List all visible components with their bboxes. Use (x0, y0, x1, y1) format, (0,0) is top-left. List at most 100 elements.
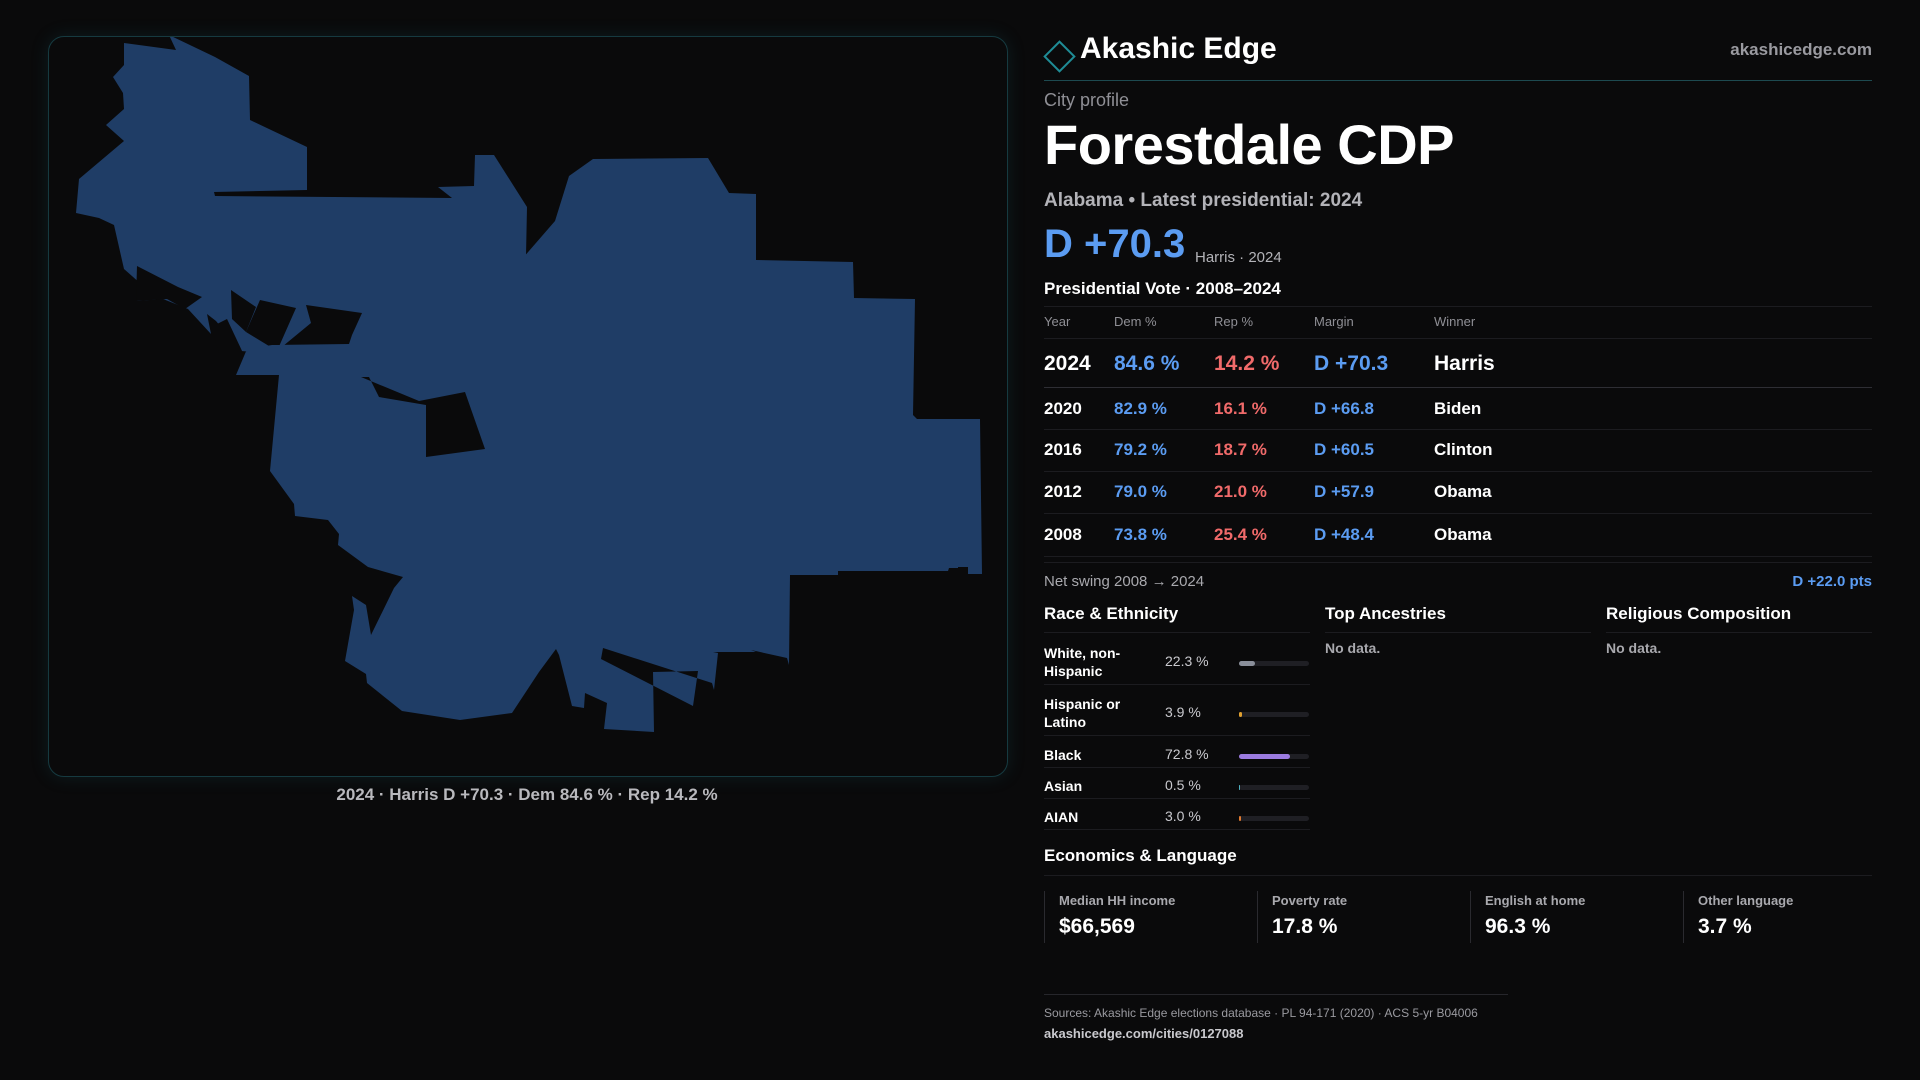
stat-poverty-rate: Poverty rate 17.8 % (1257, 891, 1456, 943)
row-margin: D +70.3 (1314, 352, 1389, 375)
net-swing-label: Net swing 2008 → 2024 (1044, 573, 1205, 590)
row-year: 2008 (1044, 525, 1082, 544)
row-winner: Obama (1434, 525, 1492, 544)
table-row: 2024 84.6 % 14.2 % D +70.3 Harris (1044, 339, 1872, 388)
stat-value: 17.8 % (1272, 915, 1338, 938)
economics-section-title: Economics & Language (1044, 846, 1237, 865)
latest-margin-note: Harris · 2024 (1195, 249, 1282, 266)
map-polygon-main (76, 37, 982, 732)
map-caption: 2024 · Harris D +70.3 · Dem 84.6 % · Rep… (336, 785, 718, 804)
divider (1044, 562, 1872, 563)
race-bar-track (1239, 712, 1309, 717)
table-row: 2020 82.9 % 16.1 % D +66.8 Biden (1044, 388, 1872, 430)
row-margin: D +66.8 (1314, 399, 1375, 418)
race-bar-fill (1239, 712, 1242, 717)
race-value: 3.0 % (1165, 808, 1201, 824)
religion-empty: No data. (1606, 640, 1662, 656)
row-dem: 84.6 % (1114, 352, 1180, 375)
divider (1606, 632, 1872, 633)
ancestries-empty: No data. (1325, 640, 1381, 656)
table-row: 2008 73.8 % 25.4 % D +48.4 Obama (1044, 514, 1872, 557)
row-margin: D +57.9 (1314, 482, 1375, 501)
latest-margin: D +70.3 (1044, 222, 1186, 266)
row-winner: Harris (1434, 352, 1495, 375)
race-bar-track (1239, 754, 1309, 759)
map-hole-1 (136, 266, 202, 309)
race-bar-track (1239, 661, 1309, 666)
vote-table: Year Dem % Rep % Margin Winner 2024 84.6… (1044, 306, 1872, 557)
race-value: 22.3 % (1165, 653, 1209, 669)
source-url-link[interactable]: akashicedge.com/cities/0127088 (1044, 1026, 1244, 1041)
city-profile-panel: Akashic Edge akashicedge.com City profil… (1043, 0, 1872, 1080)
divider (1325, 632, 1591, 633)
map-hole-3 (361, 377, 485, 457)
race-value: 72.8 % (1165, 746, 1209, 762)
row-winner: Obama (1434, 482, 1492, 501)
stat-label: Poverty rate (1272, 893, 1348, 908)
row-rep: 21.0 % (1214, 482, 1267, 501)
race-row: Asian 0.5 % (1044, 768, 1310, 799)
race-section-title: Race & Ethnicity (1044, 604, 1179, 623)
row-winner: Clinton (1434, 440, 1493, 459)
row-year: 2016 (1044, 440, 1082, 459)
stat-value: 3.7 % (1698, 915, 1752, 938)
row-rep: 25.4 % (1214, 525, 1267, 544)
row-rep: 14.2 % (1214, 352, 1280, 375)
race-label: AIAN (1044, 809, 1079, 825)
row-rep: 16.1 % (1214, 399, 1267, 418)
stat-median-income: Median HH income $66,569 (1044, 891, 1243, 943)
stat-value: 96.3 % (1485, 915, 1551, 938)
stat-value: $66,569 (1059, 915, 1135, 938)
race-bar-track (1239, 785, 1309, 790)
race-value: 0.5 % (1165, 777, 1201, 793)
row-year: 2012 (1044, 482, 1082, 501)
profile-subline: Alabama • Latest presidential: 2024 (1044, 190, 1363, 211)
city-boundary-shape (76, 37, 982, 732)
race-label: White, non-Hispanic (1044, 645, 1121, 679)
map-hole-4 (211, 319, 243, 353)
site-header: Akashic Edge akashicedge.com (1043, 28, 1872, 81)
race-row: Hispanic or Latino 3.9 % (1044, 685, 1310, 736)
religion-section-title: Religious Composition (1606, 604, 1792, 623)
race-bar-fill (1239, 754, 1290, 759)
race-value: 3.9 % (1165, 704, 1201, 720)
row-year: 2024 (1044, 352, 1091, 375)
race-label: Black (1044, 747, 1082, 763)
race-row: AIAN 3.0 % (1044, 799, 1310, 830)
race-bar-track (1239, 816, 1309, 821)
row-dem: 82.9 % (1114, 399, 1167, 418)
stat-other-language: Other language 3.7 % (1683, 891, 1882, 943)
row-rep: 18.7 % (1214, 440, 1267, 459)
col-header-year: Year (1044, 314, 1071, 329)
stat-english-at-home: English at home 96.3 % (1470, 891, 1669, 943)
race-label: Hispanic or Latino (1044, 696, 1121, 730)
page-title: Forestdale CDP (1044, 113, 1455, 176)
brand-name[interactable]: Akashic Edge (1080, 32, 1277, 65)
race-bar-fill (1239, 816, 1242, 821)
divider (1044, 994, 1508, 995)
race-label: Asian (1044, 778, 1083, 794)
row-dem: 73.8 % (1114, 525, 1167, 544)
col-header-rep: Rep % (1214, 314, 1254, 329)
row-margin: D +48.4 (1314, 525, 1375, 544)
col-header-winner: Winner (1434, 314, 1476, 329)
diamond-outline-icon (1043, 40, 1076, 73)
vote-table-header: Year Dem % Rep % Margin Winner (1044, 307, 1872, 339)
divider (1044, 632, 1310, 633)
map-hole-2 (231, 290, 256, 332)
row-winner: Biden (1434, 399, 1482, 418)
net-swing-value: D +22.0 pts (1792, 573, 1872, 590)
site-domain-link[interactable]: akashicedge.com (1730, 40, 1872, 59)
col-header-dem: Dem % (1114, 314, 1157, 329)
city-boundary-map (48, 36, 1008, 777)
row-dem: 79.2 % (1114, 440, 1167, 459)
col-header-margin: Margin (1314, 314, 1354, 329)
table-row: 2016 79.2 % 18.7 % D +60.5 Clinton (1044, 430, 1872, 472)
sources-note: Sources: Akashic Edge elections database… (1044, 1006, 1478, 1020)
race-bar-fill (1239, 785, 1241, 790)
race-row: Black 72.8 % (1044, 736, 1310, 768)
row-dem: 79.0 % (1114, 482, 1167, 501)
row-year: 2020 (1044, 399, 1082, 418)
row-margin: D +60.5 (1314, 440, 1375, 459)
stat-label: English at home (1485, 893, 1586, 908)
